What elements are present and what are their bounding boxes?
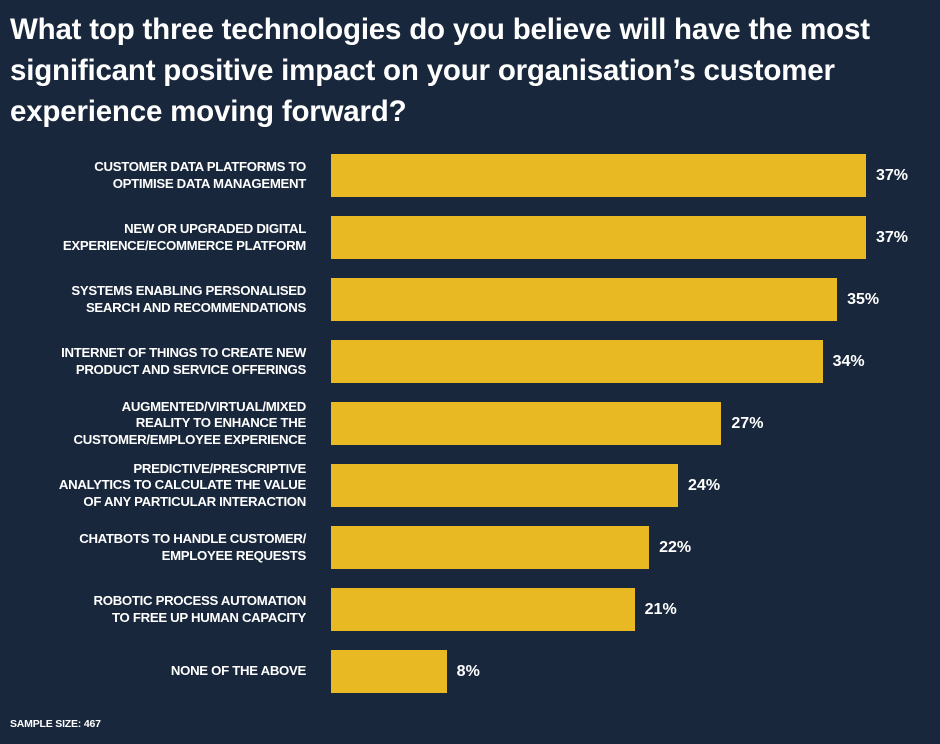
category-label-line: NEW OR UPGRADED DIGITAL	[124, 221, 306, 236]
category-label-line: REALITY TO ENHANCE THE	[135, 415, 307, 431]
bar	[331, 154, 866, 197]
data-label: 22%	[659, 539, 692, 556]
category-label: SYSTEMS ENABLING PERSONALISED SEARCH AND …	[0, 278, 306, 321]
category-label-line: SEARCH AND RECOMMENDATIONS	[85, 299, 306, 315]
data-label: 37%	[876, 229, 909, 246]
data-label: 21%	[644, 601, 677, 618]
category-label-line: SYSTEMS ENABLING PERSONALISED	[71, 283, 306, 298]
data-label: 24%	[688, 477, 721, 494]
category-label: INTERNET OF THINGS TO CREATE NEW PRODUCT …	[0, 340, 306, 383]
data-label: 8%	[456, 663, 480, 680]
sample-size-note: SAMPLE SIZE: 467	[10, 718, 101, 730]
category-label: CUSTOMER DATA PLATFORMS TO OPTIMISE DATA …	[0, 154, 306, 197]
category-label-line: OF ANY PARTICULAR INTERACTION	[83, 493, 306, 509]
category-label-line: INTERNET OF THINGS TO CREATE NEW	[61, 345, 306, 360]
category-label-line: PREDICTIVE/PRESCRIPTIVE	[133, 460, 306, 476]
bar	[331, 650, 447, 693]
data-label: 34%	[832, 353, 865, 370]
bar	[331, 402, 722, 445]
category-label-line: OPTIMISE DATA MANAGEMENT	[112, 175, 307, 191]
data-label: 27%	[731, 415, 764, 432]
chart-title: What top three technologies do you belie…	[10, 13, 870, 128]
bar	[331, 464, 679, 507]
category-label-line: TO FREE UP HUMAN CAPACITY	[112, 609, 306, 625]
category-label-line: EMPLOYEE REQUESTS	[161, 547, 307, 563]
category-label: CHATBOTS TO HANDLE CUSTOMER/EMPLOYEE REQ…	[0, 526, 306, 569]
category-label: NEW OR UPGRADED DIGITAL EXPERIENCE/ECOMME…	[0, 216, 306, 259]
data-label: 35%	[847, 291, 880, 308]
bar	[331, 340, 823, 383]
category-label-line: AUGMENTED/VIRTUAL/MIXED	[121, 398, 307, 414]
category-label-line: CHATBOTS TO HANDLE CUSTOMER/	[79, 531, 306, 546]
category-label-line: EXPERIENCE/ECOMMERCE PLATFORM	[62, 237, 306, 253]
data-label: 37%	[876, 167, 909, 184]
category-label-line: ROBOTIC PROCESS AUTOMATION	[93, 593, 307, 608]
category-label: NONE OF THE ABOVE	[0, 650, 306, 693]
bar	[331, 588, 635, 631]
category-label: AUGMENTED/VIRTUAL/MIXED REALITY TO ENHANC…	[0, 398, 307, 447]
category-label: ROBOTIC PROCESS AUTOMATION TO FREE UP HUM…	[0, 588, 307, 631]
category-label: PREDICTIVE/PRESCRIPTIVE ANALYTICS TO CALC…	[0, 460, 306, 509]
category-label-line: CUSTOMER/EMPLOYEE EXPERIENCE	[73, 431, 307, 447]
category-label-line: CUSTOMER DATA PLATFORMS TO	[94, 159, 306, 174]
bar	[331, 216, 866, 259]
category-label-line: ANALYTICS TO CALCULATE THE VALUE	[58, 477, 306, 493]
category-label-line: NONE OF THE ABOVE	[170, 663, 306, 679]
bar	[331, 278, 838, 321]
category-label-line: PRODUCT AND SERVICE OFFERINGS	[75, 361, 306, 377]
bar	[331, 526, 650, 569]
